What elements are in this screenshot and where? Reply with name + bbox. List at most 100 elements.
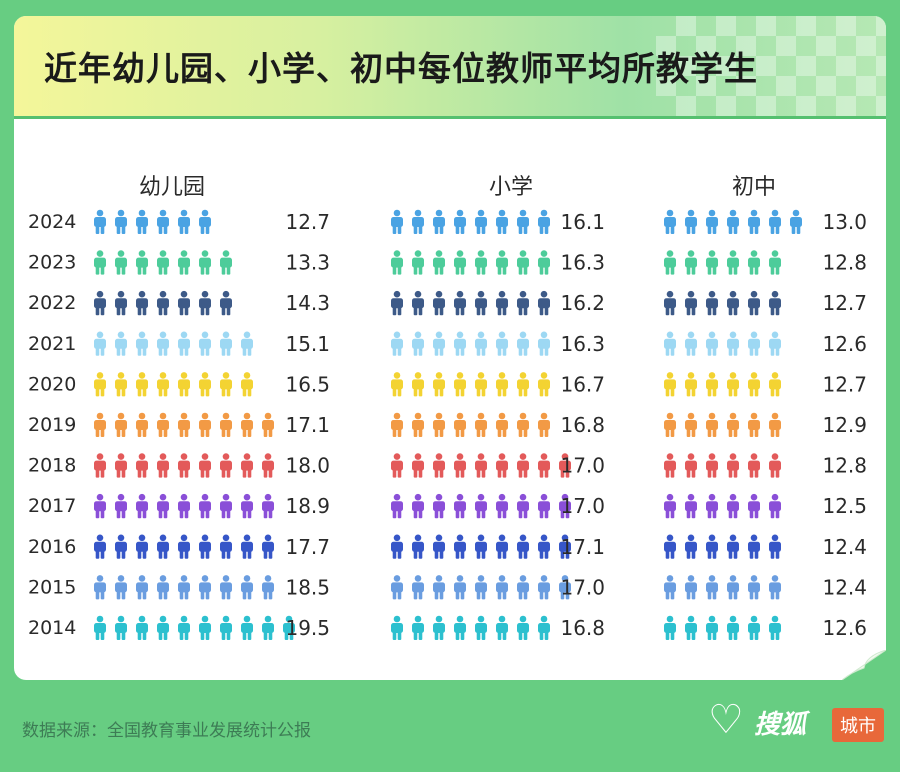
year-label: 2016 (28, 536, 76, 558)
value-label: 17.1 (285, 413, 330, 437)
person-icon (496, 575, 508, 600)
person-icon (727, 331, 739, 356)
person-icon (199, 493, 211, 519)
person-icon (727, 209, 739, 234)
person-icon (178, 493, 190, 519)
person-icon (727, 453, 739, 478)
person-icon (748, 372, 760, 397)
title-banner: 近年幼儿园、小学、初中每位教师平均所教学生 (14, 16, 886, 119)
person-icon (748, 250, 760, 275)
person-icon (517, 290, 529, 316)
year-label: 2024 (28, 211, 76, 233)
person-icon (199, 331, 211, 356)
person-icon (157, 575, 169, 600)
person-icon (727, 250, 739, 275)
value-label: 16.7 (560, 372, 605, 396)
person-icon (241, 575, 253, 600)
person-icon (769, 290, 781, 316)
person-icon (115, 372, 127, 397)
person-icon (664, 372, 676, 397)
person-icon (748, 331, 760, 356)
value-label: 17.7 (285, 535, 330, 559)
person-icon (136, 250, 148, 275)
person-icon (178, 534, 190, 559)
person-icon (178, 290, 190, 316)
person-icon (706, 534, 718, 559)
year-label: 2017 (28, 495, 76, 517)
person-icon (136, 534, 148, 559)
person-icon (262, 534, 274, 559)
person-icon (412, 412, 424, 437)
person-icon (496, 250, 508, 275)
person-icon (496, 453, 508, 478)
person-icon (475, 453, 487, 478)
person-icon (433, 534, 445, 559)
value-label: 17.0 (560, 494, 605, 518)
logo: ♡ 搜狐 城市 (700, 692, 890, 752)
person-icon (157, 493, 169, 519)
person-icon (748, 453, 760, 478)
person-icon (727, 372, 739, 397)
person-icon (220, 290, 232, 316)
year-label: 2019 (28, 414, 76, 436)
person-icon (94, 534, 106, 559)
person-icon (748, 575, 760, 600)
value-label: 16.2 (560, 291, 605, 315)
person-icon (685, 209, 697, 234)
person-icon (475, 250, 487, 275)
person-icon (199, 615, 211, 640)
person-icon (538, 493, 550, 519)
value-label: 12.7 (285, 210, 330, 234)
value-label: 16.3 (560, 251, 605, 275)
person-icon (391, 372, 403, 397)
person-icon (769, 534, 781, 559)
person-icon (496, 209, 508, 234)
person-icon (475, 575, 487, 600)
person-icon (136, 412, 148, 437)
person-icon (178, 575, 190, 600)
person-icon (496, 372, 508, 397)
person-icon (199, 412, 211, 437)
person-icon (538, 250, 550, 275)
person-icon (727, 615, 739, 640)
chart-title: 近年幼儿园、小学、初中每位教师平均所教学生 (44, 49, 758, 88)
person-icon (94, 331, 106, 356)
person-icon (769, 575, 781, 600)
person-icon (664, 534, 676, 559)
person-icon (412, 250, 424, 275)
person-icon (412, 209, 424, 234)
person-icon (517, 372, 529, 397)
person-icon (178, 615, 190, 640)
person-icon (538, 331, 550, 356)
person-icon (685, 615, 697, 640)
page-curl (842, 650, 886, 680)
person-icon (664, 331, 676, 356)
person-icon (475, 290, 487, 316)
banner-pattern (656, 16, 886, 116)
value-label: 16.8 (560, 413, 605, 437)
person-icon (178, 372, 190, 397)
person-icon (685, 331, 697, 356)
data-source: 数据来源：全国教育事业发展统计公报 (22, 721, 311, 741)
person-icon (496, 615, 508, 640)
value-label: 17.0 (560, 454, 605, 478)
person-icon (157, 534, 169, 559)
person-icon (241, 493, 253, 519)
person-icon (475, 412, 487, 437)
year-label: 2018 (28, 455, 76, 477)
person-icon (94, 453, 106, 478)
person-icon (157, 372, 169, 397)
person-icon (454, 250, 466, 275)
person-icon (706, 209, 718, 234)
person-icon (538, 534, 550, 559)
value-label: 13.0 (822, 210, 867, 234)
person-icon (157, 290, 169, 316)
person-icon (727, 534, 739, 559)
person-icon (220, 412, 232, 437)
person-icon (94, 250, 106, 275)
person-icon (433, 575, 445, 600)
person-icon (706, 453, 718, 478)
person-icon (412, 372, 424, 397)
person-icon (517, 575, 529, 600)
person-icon (391, 412, 403, 437)
